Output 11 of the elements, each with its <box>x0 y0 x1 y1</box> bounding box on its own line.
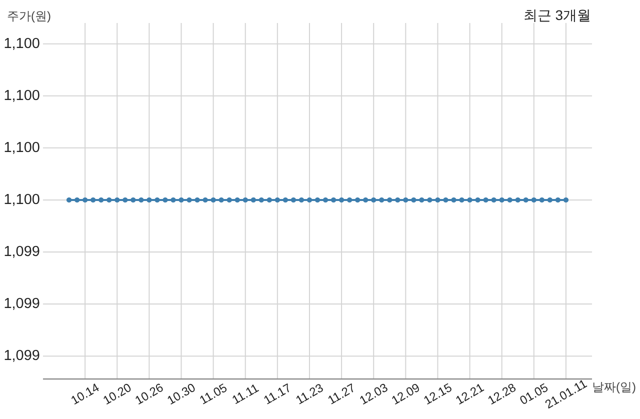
y-tick-label: 1,099 <box>4 348 40 364</box>
chart-title: 최근 3개월 <box>523 7 591 23</box>
y-axis-title: 주가(원) <box>7 9 51 23</box>
y-tick-label: 1,099 <box>4 244 40 260</box>
y-tick-label: 1,100 <box>4 36 40 52</box>
y-tick-label: 1,100 <box>4 192 40 208</box>
x-axis-title: 날짜(일) <box>592 380 636 394</box>
y-tick-label: 1,099 <box>4 296 40 312</box>
y-tick-label: 1,100 <box>4 140 40 156</box>
y-tick-label: 1,100 <box>4 88 40 104</box>
x-tick-label: 11.11 <box>230 380 262 408</box>
